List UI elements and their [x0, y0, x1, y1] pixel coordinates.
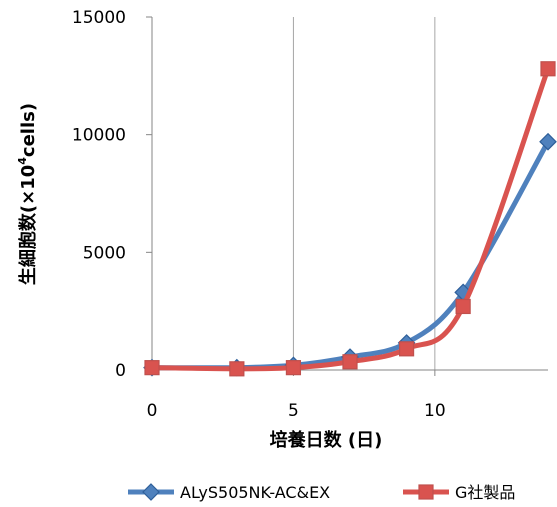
series-2-point-2: [285, 360, 302, 376]
y-tick-label-15000: 15000: [72, 8, 126, 28]
x-axis-title: 培養日数 (日): [270, 429, 383, 451]
legend: ALyS505NK-AC&EX G社製品: [128, 483, 515, 502]
y-axis-title-unit: cells): [18, 103, 39, 157]
y-axis-title-main: 生細胞数(×10: [17, 165, 39, 285]
y-axis-title: 生細胞数(×104cells): [16, 103, 39, 285]
y-tick-label-0: 0: [115, 361, 126, 381]
y-tick-label-10000: 10000: [72, 126, 126, 146]
series-1-point-6: [539, 132, 557, 151]
grid: [292, 17, 436, 370]
x-tick-label-10: 10: [424, 401, 446, 421]
series-1-line: [149, 139, 551, 371]
series-2-point-4: [398, 341, 415, 357]
series-2-line: [149, 66, 551, 372]
tick-labels: 0 5000 10000 15000 0 5 10: [72, 8, 446, 421]
series-2-point-0: [144, 360, 160, 376]
legend-label-1: ALyS505NK-AC&EX: [180, 483, 330, 502]
series-group: [143, 61, 557, 377]
series-2-point-3: [342, 354, 358, 370]
legend-label-2: G社製品: [455, 483, 515, 502]
x-tick-label-5: 5: [288, 401, 299, 421]
legend-marker-2: [418, 484, 434, 500]
legend-marker-1: [142, 483, 160, 501]
y-tick-label-5000: 5000: [83, 243, 126, 263]
series-2: [144, 61, 556, 377]
x-tick-label-0: 0: [147, 401, 158, 421]
y-axis-title-exponent: 4: [16, 157, 29, 165]
series-1: [143, 132, 557, 377]
series-2-point-1: [229, 361, 245, 377]
series-2-point-6: [540, 61, 556, 77]
axes: [146, 16, 548, 376]
series-2-point-5: [455, 298, 471, 315]
